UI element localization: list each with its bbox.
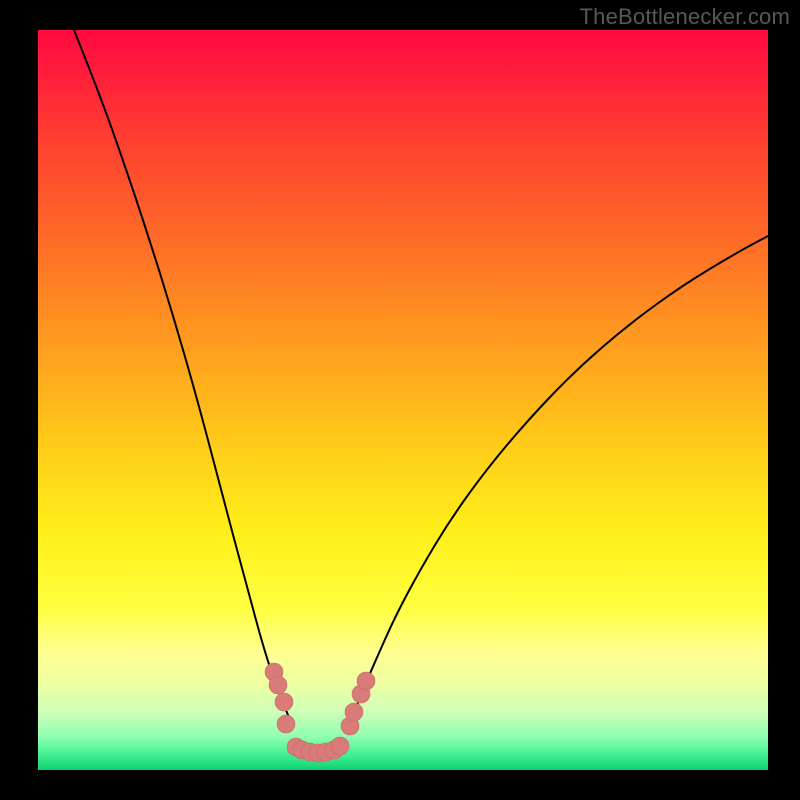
data-marker	[277, 715, 295, 733]
data-marker	[345, 703, 363, 721]
chart-svg	[38, 30, 768, 770]
data-marker	[275, 693, 293, 711]
data-marker	[331, 737, 349, 755]
watermark-text: TheBottlenecker.com	[580, 4, 790, 30]
data-marker	[269, 676, 287, 694]
plot-area	[38, 30, 768, 770]
data-marker	[357, 672, 375, 690]
chart-container: TheBottlenecker.com	[0, 0, 800, 800]
gradient-background	[38, 30, 768, 770]
